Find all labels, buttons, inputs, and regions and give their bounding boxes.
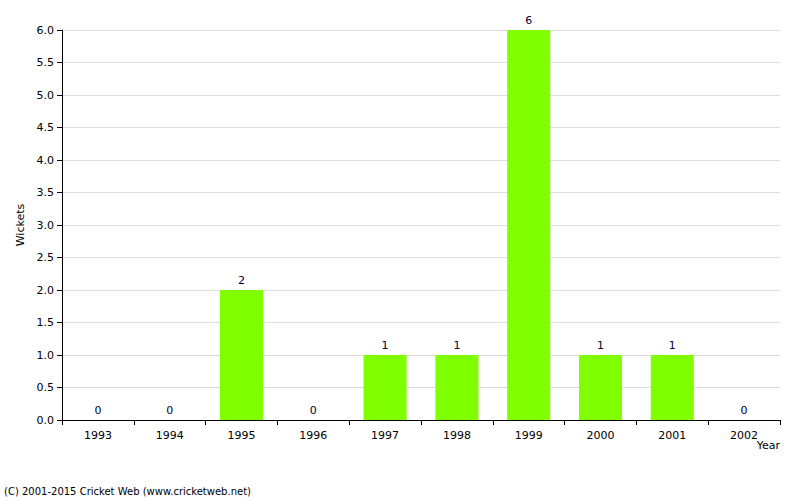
svg-text:0: 0: [94, 404, 101, 417]
svg-text:2001: 2001: [658, 429, 686, 442]
svg-text:1.0: 1.0: [37, 349, 55, 362]
svg-text:4.5: 4.5: [37, 121, 55, 134]
svg-text:6.0: 6.0: [37, 24, 55, 37]
svg-text:3.5: 3.5: [37, 186, 55, 199]
svg-text:2002: 2002: [730, 429, 758, 442]
svg-text:1998: 1998: [443, 429, 471, 442]
svg-text:6: 6: [525, 14, 532, 27]
svg-text:1: 1: [453, 339, 460, 352]
svg-text:5.0: 5.0: [37, 89, 55, 102]
svg-text:2.5: 2.5: [37, 251, 55, 264]
svg-text:1: 1: [669, 339, 676, 352]
svg-text:4.0: 4.0: [37, 154, 55, 167]
svg-text:0: 0: [310, 404, 317, 417]
svg-text:5.5: 5.5: [37, 56, 55, 69]
svg-text:2: 2: [238, 274, 245, 287]
svg-text:3.0: 3.0: [37, 219, 55, 232]
svg-text:Wickets: Wickets: [14, 203, 27, 246]
svg-text:1994: 1994: [156, 429, 184, 442]
svg-text:1997: 1997: [371, 429, 399, 442]
svg-text:1996: 1996: [299, 429, 327, 442]
svg-text:0: 0: [741, 404, 748, 417]
svg-text:Year: Year: [756, 439, 781, 452]
svg-text:2.0: 2.0: [37, 284, 55, 297]
svg-text:0.5: 0.5: [37, 381, 55, 394]
svg-text:1995: 1995: [228, 429, 256, 442]
svg-text:1: 1: [597, 339, 604, 352]
svg-text:1.5: 1.5: [37, 316, 55, 329]
svg-text:1: 1: [382, 339, 389, 352]
svg-text:1993: 1993: [84, 429, 112, 442]
svg-text:(C) 2001-2015 Cricket Web (www: (C) 2001-2015 Cricket Web (www.cricketwe…: [4, 486, 251, 497]
svg-text:0.0: 0.0: [37, 414, 55, 427]
svg-text:1999: 1999: [515, 429, 543, 442]
svg-text:2000: 2000: [587, 429, 615, 442]
svg-text:0: 0: [166, 404, 173, 417]
